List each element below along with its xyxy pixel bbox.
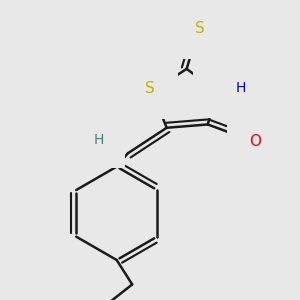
Text: H: H [94, 133, 104, 147]
Text: S: S [195, 21, 205, 36]
Text: N: N [215, 80, 227, 95]
Text: S: S [145, 81, 155, 96]
Text: H: H [236, 81, 246, 95]
Text: O: O [250, 134, 262, 148]
